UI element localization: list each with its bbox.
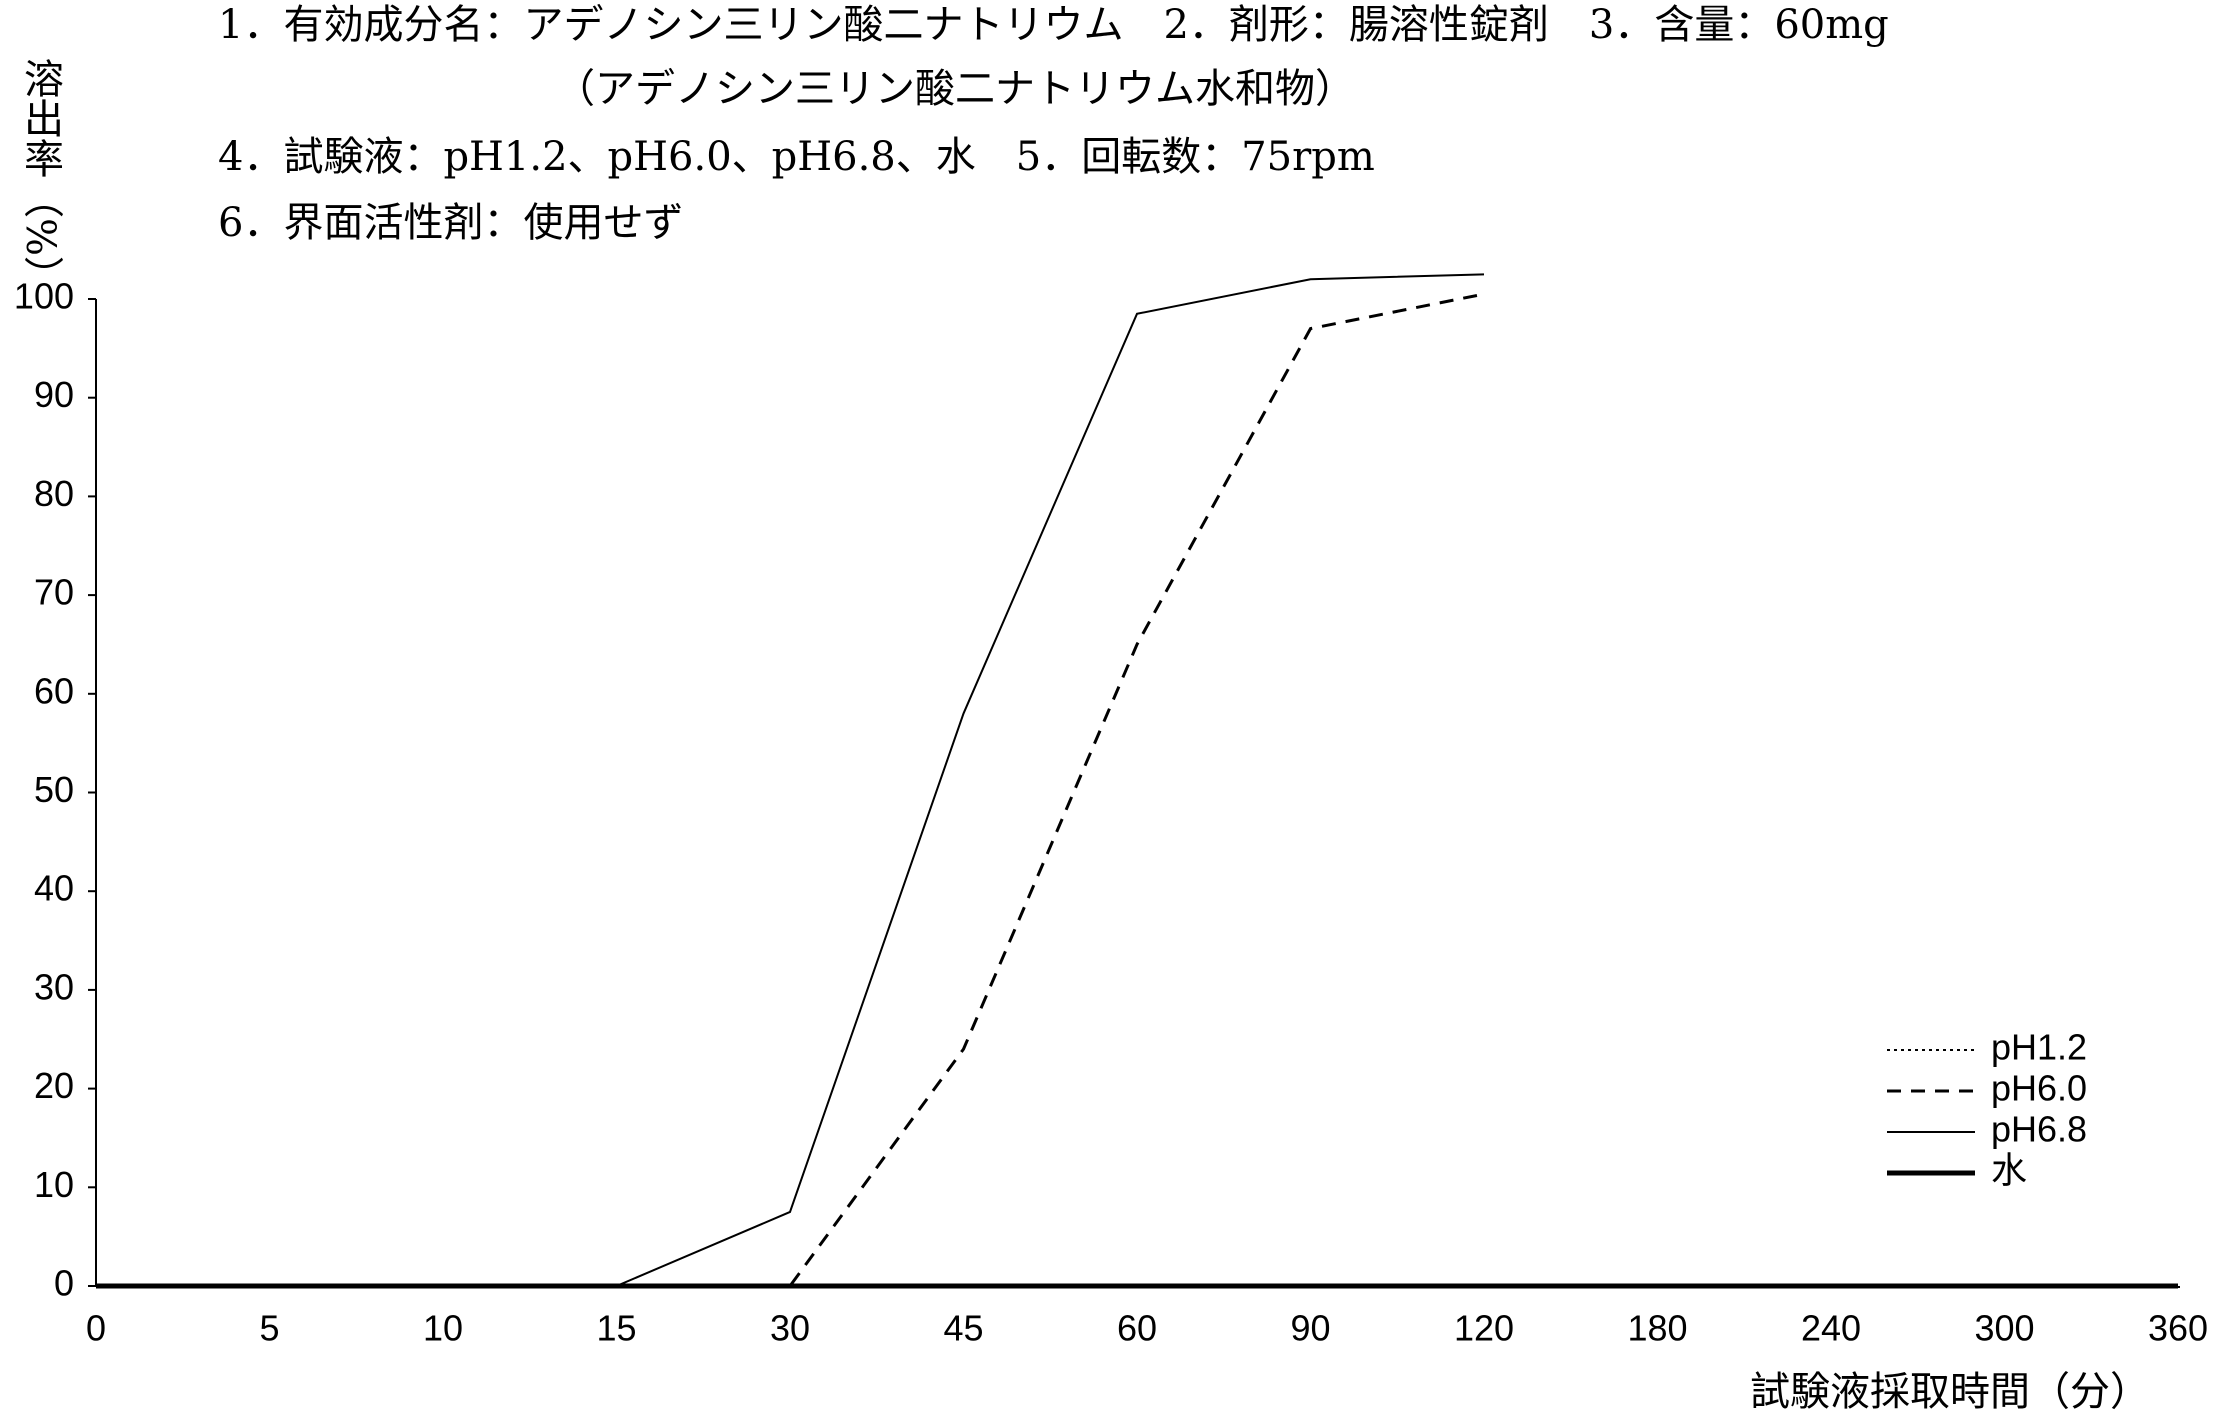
x-tick-label: 5 (259, 1308, 279, 1349)
y-tick-label: 80 (34, 473, 74, 514)
y-axis-label: 溶出率（%） (17, 58, 64, 296)
x-tick-label: 360 (2148, 1308, 2208, 1349)
y-tick-label: 30 (34, 966, 74, 1007)
header-line: 1．有効成分名：アデノシン三リン酸二ナトリウム 2．剤形：腸溶性錠剤 3．含量：… (218, 2, 1889, 48)
series-line (96, 292, 1485, 1288)
x-tick-label: 10 (423, 1308, 463, 1349)
y-tick-label: 10 (34, 1164, 74, 1205)
legend-label: pH6.0 (1991, 1068, 2087, 1109)
y-tick-label: 0 (54, 1263, 74, 1304)
x-tick-label: 0 (86, 1308, 106, 1349)
y-tick-label: 20 (34, 1065, 74, 1106)
x-axis-label: 試験液採取時間（分） (1750, 1369, 2150, 1415)
x-tick-label: 240 (1801, 1308, 1861, 1349)
x-tick-label: 180 (1627, 1308, 1687, 1349)
legend-label: 水 (1991, 1150, 2027, 1191)
x-tick-label: 15 (596, 1308, 636, 1349)
y-tick-label: 90 (34, 374, 74, 415)
y-tick-label: 70 (34, 572, 74, 613)
x-tick-label: 120 (1454, 1308, 1514, 1349)
y-tick-label: 60 (34, 670, 74, 711)
y-tick-label: 40 (34, 868, 74, 909)
y-tick-label: 100 (14, 276, 74, 317)
header-line: （アデノシン三リン酸二ナトリウム水和物） (555, 66, 1355, 112)
header-line: 6．界面活性剤：使用せず (218, 200, 683, 246)
x-tick-label: 60 (1117, 1308, 1157, 1349)
y-tick-label: 50 (34, 769, 74, 810)
legend-label: pH1.2 (1991, 1027, 2087, 1068)
header-line: 4．試験液：pH1.2、pH6.0、pH6.8、水 5．回転数：75rpm (218, 134, 1375, 180)
legend-label: pH6.8 (1991, 1109, 2087, 1150)
x-tick-label: 30 (770, 1308, 810, 1349)
x-tick-label: 90 (1290, 1308, 1330, 1349)
x-tick-label: 45 (943, 1308, 983, 1349)
x-tick-label: 300 (1974, 1308, 2034, 1349)
